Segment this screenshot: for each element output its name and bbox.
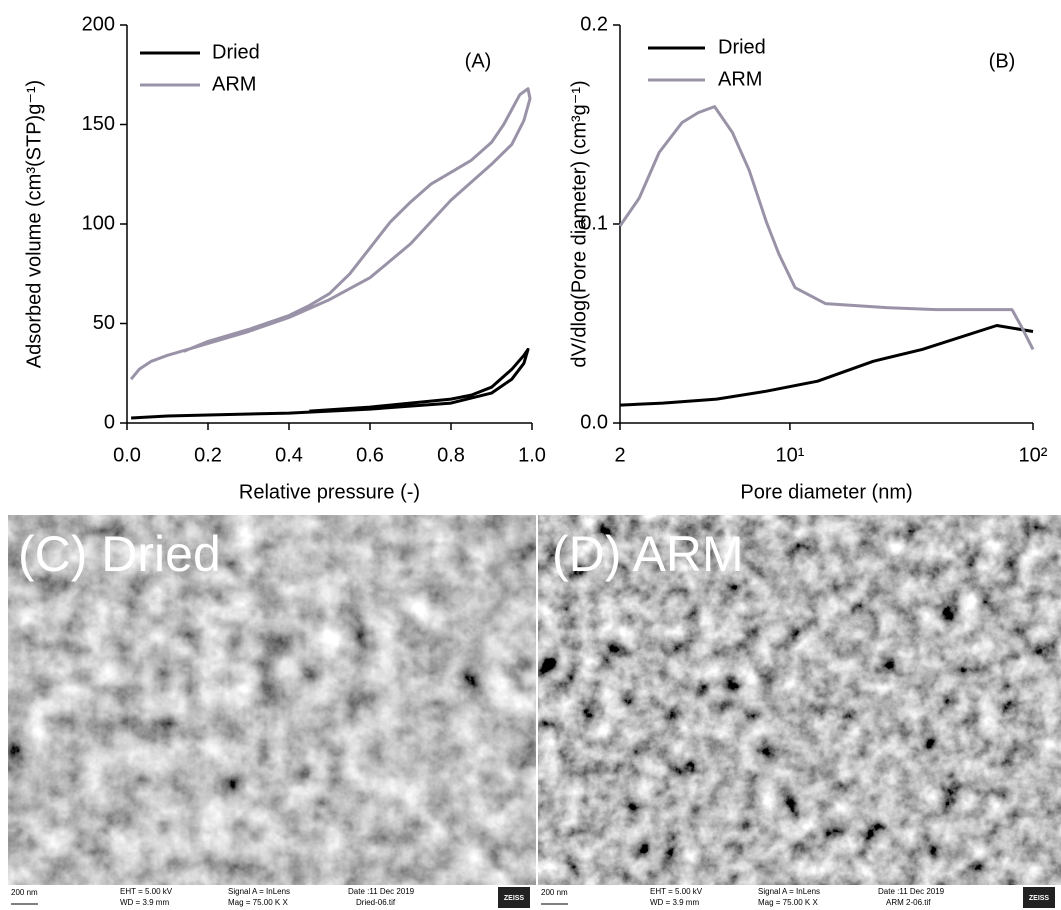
info-text: EHT = 5.00 kV [650,887,703,896]
brand-box [498,887,530,908]
info-text: Date :11 Dec 2019 [878,887,945,896]
data-line [129,87,532,381]
chart: 0 50 100 150 200 0.0 0.2 0.4 0.6 0.8 1.0 Relative p… [23,13,546,503]
image-label: (D) ARM [552,526,744,582]
annotation: (B) [989,50,1016,72]
x-tick-label: 10¹ [775,444,804,466]
info-text: Date :11 Dec 2019 [348,887,415,896]
brand-text: ZEISS [1029,895,1050,902]
sem-image-d: (D) ARM [538,515,1061,885]
info-text: WD = 3.9 mm [120,898,169,907]
x-tick-label: 0.6 [356,444,384,466]
info-text: Signal A = InLens [228,887,290,896]
info-text: Mag = 75.00 K X [228,898,288,907]
y-axis-label: Adsorbed volume (cm³(STP)g⁻¹) [23,80,45,368]
y-tick-label: 0.1 [580,212,608,234]
y-tick-label: 200 [82,13,115,35]
scale-text: 200 nm [11,888,38,897]
sem-image-c: (C) Dried [8,515,536,885]
y-tick-label: 50 [93,312,115,334]
y-tick-label: 0 [104,411,115,433]
x-tick-label: 0.2 [194,444,222,466]
y-axis-label: dV/dlog(Pore diameter) (cm³g⁻¹) [568,80,590,367]
legend-label: Dried [212,41,260,63]
legend-label: Dried [718,36,766,58]
x-axis-label: Pore diameter (nm) [740,481,912,503]
brand-text: ZEISS [504,895,525,902]
info-text: EHT = 5.00 kV [120,887,173,896]
data-line [131,347,530,420]
y-tick-label: 100 [82,212,115,234]
info-bar-bg [8,885,536,910]
x-axis-label: Relative pressure (-) [239,481,420,503]
y-tick-label: 150 [82,113,115,135]
x-tick-label: 1.0 [518,444,546,466]
legend-label: ARM [718,68,762,90]
image-label: (C) Dried [18,526,221,582]
info-bar: 200 nm EHT = 5.00 kV WD = 3.9 mm Signal A =… [538,885,1061,910]
info-text: ARM 2-06.tif [886,898,931,907]
x-tick-label: 2 [614,444,625,466]
info-text: Mag = 75.00 K X [758,898,818,907]
scale-text: 200 nm [541,888,568,897]
x-tick-label: 0.8 [437,444,465,466]
x-tick-label: 10² [1019,444,1048,466]
legend-label: ARM [212,73,256,95]
info-bar-bg [538,885,1061,910]
x-tick-label: 0.0 [113,444,141,466]
info-bar: 200 nm EHT = 5.00 kV WD = 3.9 mm Signal A =… [8,885,536,910]
y-tick-label: 0.2 [580,13,608,35]
brand-box [1023,887,1055,908]
annotation: (A) [465,50,492,72]
data-line [618,105,1035,351]
y-tick-label: 0.0 [580,411,608,433]
info-text: Signal A = InLens [758,887,820,896]
chart: 0.0 0.1 0.2 2 10¹ 10² Pore diameter (nm) dV/dlo… [568,13,1048,503]
info-text: Dried-06.tif [356,898,396,907]
info-text: WD = 3.9 mm [650,898,699,907]
data-line [619,324,1034,407]
x-tick-label: 0.4 [275,444,303,466]
